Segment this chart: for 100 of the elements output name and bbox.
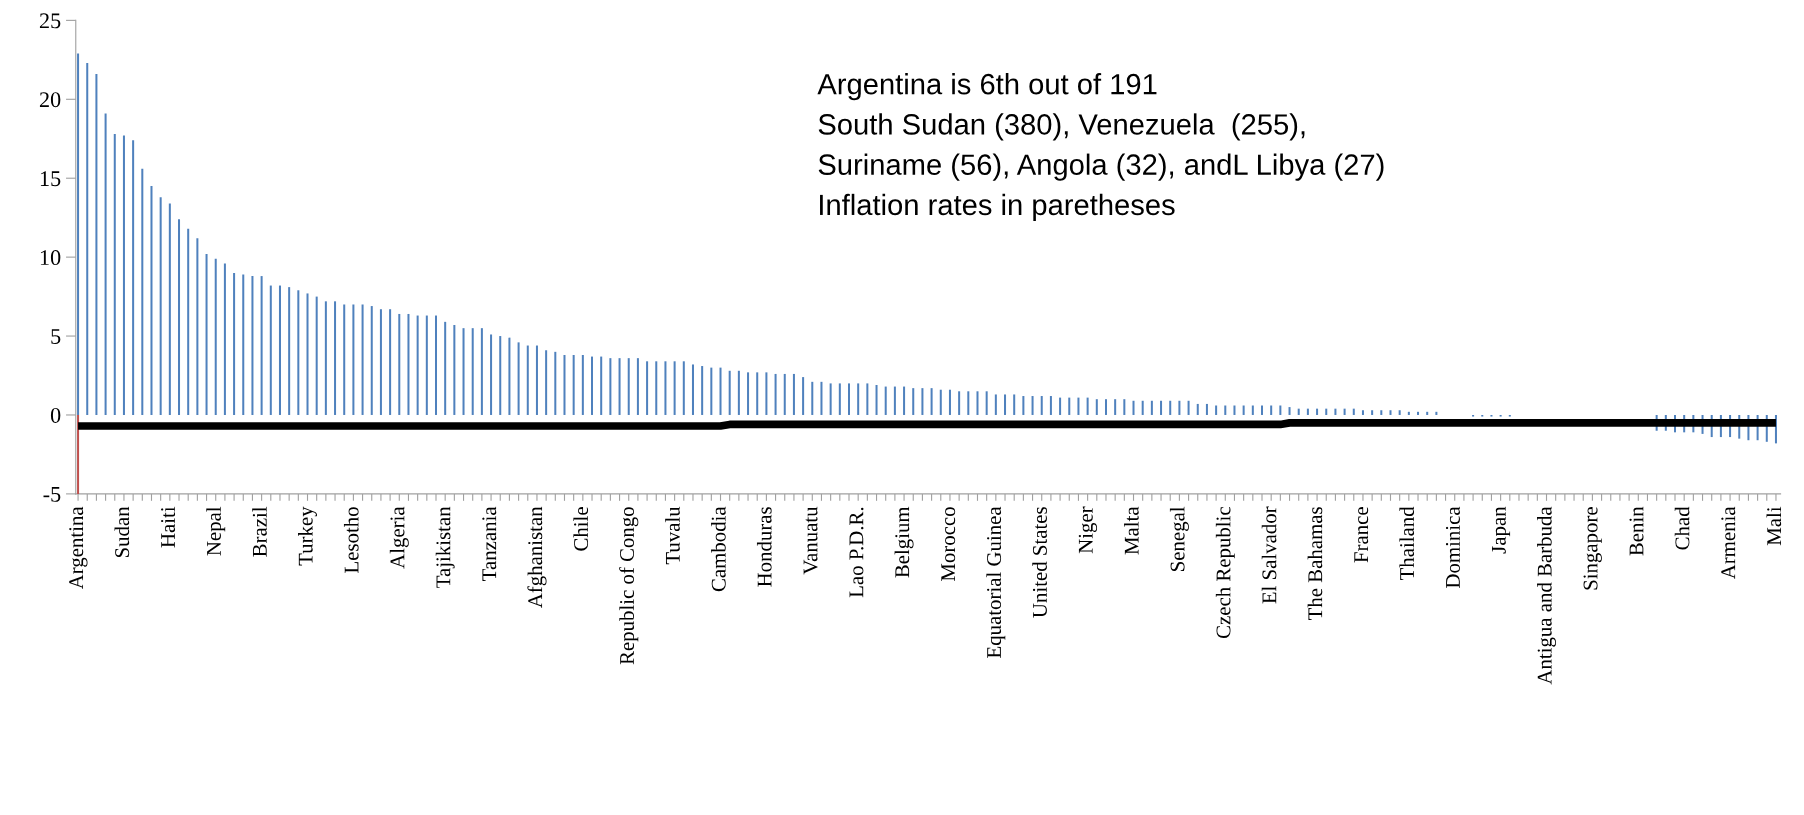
x-tick-label: Honduras bbox=[756, 507, 772, 587]
bar bbox=[122, 135, 125, 415]
bar bbox=[994, 394, 997, 415]
bar bbox=[1435, 411, 1438, 415]
x-tick-label: Dominica bbox=[1445, 506, 1460, 588]
x-tick-label: Mali bbox=[1766, 506, 1782, 546]
bar bbox=[425, 315, 428, 415]
bar bbox=[306, 293, 309, 415]
x-tick-label: Cambodia bbox=[711, 506, 726, 592]
bar bbox=[618, 358, 621, 415]
y-tick-label: 5 bbox=[51, 329, 61, 344]
y-tick-label: 0 bbox=[50, 407, 61, 423]
bar bbox=[1132, 400, 1135, 415]
bar bbox=[77, 414, 80, 494]
bar bbox=[1361, 410, 1364, 415]
bar bbox=[948, 389, 951, 415]
x-tick-label: Malta bbox=[1124, 506, 1139, 555]
bar bbox=[490, 334, 493, 415]
bar bbox=[747, 372, 750, 415]
y-tick-label: 25 bbox=[39, 13, 61, 29]
bar bbox=[526, 345, 529, 415]
bar bbox=[1141, 400, 1144, 415]
bar bbox=[1013, 394, 1016, 415]
x-tick-label: Chad bbox=[1674, 506, 1690, 550]
bar bbox=[334, 301, 337, 415]
bar bbox=[903, 386, 906, 415]
bar bbox=[251, 276, 254, 415]
x-tick-label: United States bbox=[1032, 507, 1047, 618]
bar bbox=[1417, 411, 1420, 415]
x-tick-label: Benin bbox=[1629, 506, 1644, 556]
bar bbox=[361, 304, 364, 415]
bar bbox=[480, 328, 483, 415]
x-tick-label: Tanzania bbox=[482, 506, 497, 581]
bar bbox=[1279, 405, 1282, 415]
x-tick-label: Chile bbox=[573, 507, 589, 551]
bar bbox=[691, 364, 694, 415]
bar bbox=[866, 383, 869, 415]
x-tick-label: Singapore bbox=[1583, 507, 1602, 590]
bar bbox=[1077, 397, 1080, 415]
x-tick-label: Sudan bbox=[114, 506, 130, 558]
bar bbox=[636, 358, 639, 415]
bar bbox=[517, 342, 520, 415]
bar bbox=[168, 203, 171, 415]
bar bbox=[416, 315, 419, 415]
bar bbox=[1086, 397, 1089, 415]
bar bbox=[600, 356, 603, 415]
bar bbox=[939, 389, 942, 415]
bar bbox=[95, 74, 98, 415]
bar bbox=[113, 134, 116, 415]
bar bbox=[1242, 405, 1245, 415]
bar bbox=[141, 168, 144, 415]
bar bbox=[297, 290, 300, 415]
bar bbox=[132, 140, 135, 415]
x-tick-label: Morocco bbox=[941, 507, 956, 581]
bar bbox=[1123, 399, 1126, 415]
bar bbox=[921, 388, 924, 415]
bar bbox=[1160, 400, 1163, 415]
bar bbox=[379, 309, 382, 415]
x-tick-label: France bbox=[1354, 507, 1369, 563]
x-tick-label: Algeria bbox=[389, 506, 409, 569]
bar bbox=[1004, 394, 1007, 415]
bar bbox=[214, 258, 217, 415]
bar bbox=[563, 354, 566, 415]
bar bbox=[453, 325, 456, 415]
x-tick-label: Senegal bbox=[1169, 506, 1189, 571]
bar bbox=[178, 219, 181, 415]
x-tick-label: Brazil bbox=[252, 506, 267, 557]
bar bbox=[1334, 408, 1337, 415]
x-tick-label: Armenia bbox=[1721, 506, 1736, 580]
bar bbox=[398, 313, 401, 415]
bar bbox=[288, 287, 291, 415]
bar bbox=[223, 263, 226, 415]
bar bbox=[1325, 408, 1328, 415]
bar bbox=[884, 386, 887, 415]
x-tick-label: Nepal bbox=[206, 506, 226, 556]
bar bbox=[389, 309, 392, 415]
bar bbox=[1169, 400, 1172, 415]
bar bbox=[1178, 400, 1181, 415]
bar bbox=[343, 304, 346, 415]
x-tick-label: Republic of Congo bbox=[619, 507, 639, 665]
bar bbox=[646, 361, 649, 415]
bar bbox=[1260, 405, 1264, 415]
bar bbox=[1316, 408, 1319, 415]
bar bbox=[1150, 400, 1153, 415]
bar bbox=[783, 373, 786, 415]
x-tick-label: Tajikistan bbox=[435, 506, 455, 588]
x-tick-label: Vanuatu bbox=[803, 506, 818, 575]
annotation: Suriname (56), Angola (32), andL Libya (27) bbox=[818, 153, 1384, 181]
bar bbox=[1297, 408, 1300, 415]
bar bbox=[811, 381, 814, 415]
bar bbox=[499, 336, 502, 415]
bar bbox=[1095, 399, 1098, 415]
bar bbox=[719, 367, 722, 415]
bar bbox=[196, 238, 199, 415]
bar bbox=[728, 370, 731, 415]
x-tick-label: Equatorial Guinea bbox=[986, 506, 1006, 658]
bar bbox=[710, 367, 713, 415]
bar bbox=[324, 301, 327, 415]
bar bbox=[86, 62, 89, 415]
bar bbox=[1068, 397, 1071, 415]
